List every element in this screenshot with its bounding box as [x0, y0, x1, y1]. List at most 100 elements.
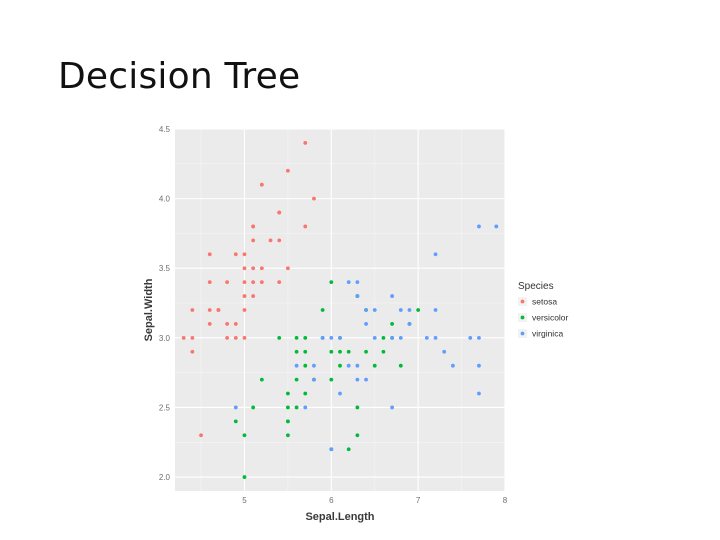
point-setosa	[225, 335, 230, 340]
point-virginica	[450, 363, 455, 368]
point-setosa	[207, 308, 212, 312]
data-points	[181, 141, 499, 479]
point-setosa	[242, 308, 247, 312]
legend-key-virginica	[520, 331, 525, 336]
point-virginica	[433, 335, 438, 340]
point-versicolor	[329, 280, 334, 285]
point-setosa	[251, 280, 256, 285]
scatter-chart: 2.0 2.5 3.0 3.5 4.0 4.5 5 6 7 8 Sepal.Width Sepa…	[143, 125, 569, 523]
point-setosa	[242, 294, 247, 298]
point-setosa	[259, 266, 264, 271]
point-virginica	[355, 363, 360, 368]
grid-major	[175, 128, 506, 491]
legend-title: Species	[518, 281, 554, 292]
legend-key-versicolor	[520, 315, 525, 320]
point-setosa	[190, 308, 195, 312]
point-setosa	[181, 335, 186, 340]
point-virginica	[364, 377, 368, 382]
point-setosa	[259, 182, 264, 187]
point-versicolor	[294, 405, 299, 410]
x-tick-label: 6	[329, 496, 334, 505]
point-setosa	[277, 280, 282, 285]
y-tick-label: 2.5	[159, 403, 171, 412]
point-virginica	[442, 349, 447, 354]
y-tick-label: 4.0	[159, 195, 171, 204]
point-versicolor	[364, 349, 368, 354]
point-versicolor	[416, 308, 421, 312]
point-versicolor	[390, 322, 395, 326]
point-setosa	[199, 433, 203, 438]
point-virginica	[372, 335, 377, 340]
point-virginica	[372, 308, 377, 312]
point-setosa	[207, 252, 212, 257]
point-virginica	[477, 335, 481, 340]
point-versicolor	[398, 363, 403, 368]
point-setosa	[277, 238, 282, 243]
point-setosa	[277, 210, 282, 215]
y-axis-title: Sepal.Width	[143, 278, 155, 341]
point-setosa	[251, 224, 256, 229]
point-setosa	[233, 252, 238, 257]
legend-key-setosa	[520, 299, 525, 304]
point-virginica	[355, 280, 360, 285]
point-versicolor	[294, 335, 299, 340]
point-versicolor	[277, 335, 282, 340]
point-setosa	[251, 266, 256, 271]
legend: Species setosa versicolor virginica	[518, 281, 569, 339]
point-setosa	[233, 335, 238, 340]
point-virginica	[312, 377, 316, 382]
point-versicolor	[303, 349, 308, 354]
point-virginica	[390, 335, 395, 340]
point-setosa	[207, 280, 212, 285]
y-axis-ticks: 2.0 2.5 3.0 3.5 4.0 4.5	[159, 125, 171, 482]
point-virginica	[468, 335, 473, 340]
point-versicolor	[242, 433, 247, 438]
point-virginica	[477, 363, 481, 368]
y-tick-label: 3.0	[159, 334, 171, 343]
point-setosa	[259, 280, 264, 285]
point-setosa	[285, 168, 290, 173]
point-virginica	[424, 335, 429, 340]
point-versicolor	[285, 433, 290, 438]
point-versicolor	[381, 349, 386, 354]
point-setosa	[233, 322, 238, 326]
x-tick-label: 7	[416, 496, 421, 505]
point-setosa	[251, 294, 256, 298]
point-virginica	[398, 308, 403, 312]
grid-minor	[175, 129, 505, 491]
point-versicolor	[285, 405, 290, 410]
point-setosa	[190, 335, 195, 340]
point-virginica	[390, 405, 395, 410]
point-setosa	[312, 196, 316, 201]
point-virginica	[390, 294, 395, 298]
point-setosa	[242, 266, 247, 271]
point-setosa	[268, 238, 273, 243]
point-versicolor	[320, 308, 325, 312]
point-virginica	[407, 308, 412, 312]
point-versicolor	[346, 447, 351, 452]
point-versicolor	[294, 349, 299, 354]
panel-background	[175, 129, 505, 491]
point-virginica	[398, 335, 403, 340]
point-setosa	[251, 238, 256, 243]
point-setosa	[207, 322, 212, 326]
point-versicolor	[346, 349, 351, 354]
point-setosa	[190, 349, 195, 354]
point-setosa	[242, 252, 247, 257]
point-setosa	[225, 322, 230, 326]
point-virginica	[303, 405, 308, 410]
point-versicolor	[372, 363, 377, 368]
point-setosa	[303, 224, 308, 229]
point-virginica	[433, 308, 438, 312]
point-virginica	[355, 377, 360, 382]
point-virginica	[346, 280, 351, 285]
legend-label-versicolor: versicolor	[532, 313, 569, 323]
point-virginica	[364, 308, 368, 312]
x-tick-label: 5	[242, 496, 247, 505]
y-tick-label: 4.5	[159, 125, 171, 134]
point-virginica	[477, 224, 481, 229]
point-setosa	[285, 266, 290, 271]
point-virginica	[477, 391, 481, 396]
legend-label-setosa: setosa	[532, 297, 557, 307]
point-virginica	[320, 335, 325, 340]
